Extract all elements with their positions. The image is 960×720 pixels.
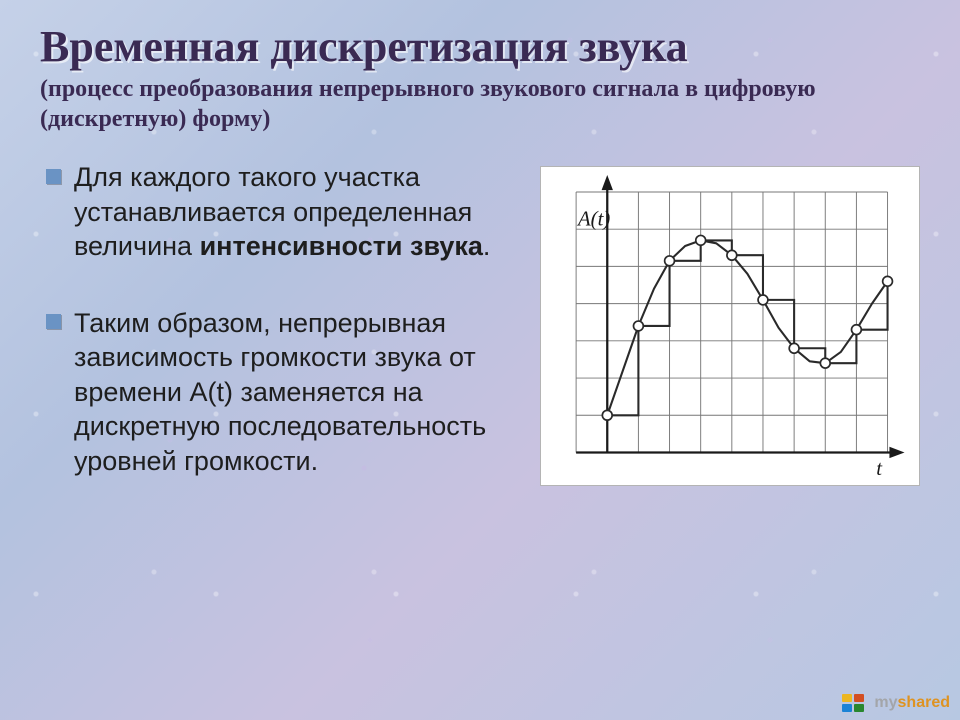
title-block: Временная дискретизация звука (процесс п… — [40, 24, 920, 134]
bullet-text-suffix: . — [483, 231, 491, 261]
slide: Временная дискретизация звука (процесс п… — [0, 0, 960, 720]
bullet-list: Для каждого такого участка устанавливает… — [40, 160, 532, 478]
watermark-text-right: shared — [898, 694, 950, 711]
chart-frame: A(t)t — [540, 166, 920, 486]
bullet-item: Таким образом, непрерывная зависимость г… — [40, 306, 532, 479]
watermark-logo-icon — [840, 692, 868, 714]
svg-text:A(t): A(t) — [576, 209, 610, 231]
bullet-text-prefix: Таким образом, непрерывная зависимость г… — [74, 308, 486, 476]
slide-subtitle: (процесс преобразования непрерывного зву… — [40, 74, 920, 134]
content-row: Для каждого такого участка устанавливает… — [40, 160, 920, 520]
bullet-text-bold: интенсивности звука — [200, 231, 483, 261]
watermark-text-left: my — [874, 694, 897, 711]
bullet-item: Для каждого такого участка устанавливает… — [40, 160, 532, 264]
chart-column: A(t)t — [540, 160, 920, 520]
chart-svg: A(t)t — [549, 175, 909, 477]
slide-title: Временная дискретизация звука — [40, 24, 920, 70]
watermark: myshared — [840, 692, 950, 714]
watermark-text: myshared — [874, 694, 950, 712]
text-column: Для каждого такого участка устанавливает… — [40, 160, 532, 520]
